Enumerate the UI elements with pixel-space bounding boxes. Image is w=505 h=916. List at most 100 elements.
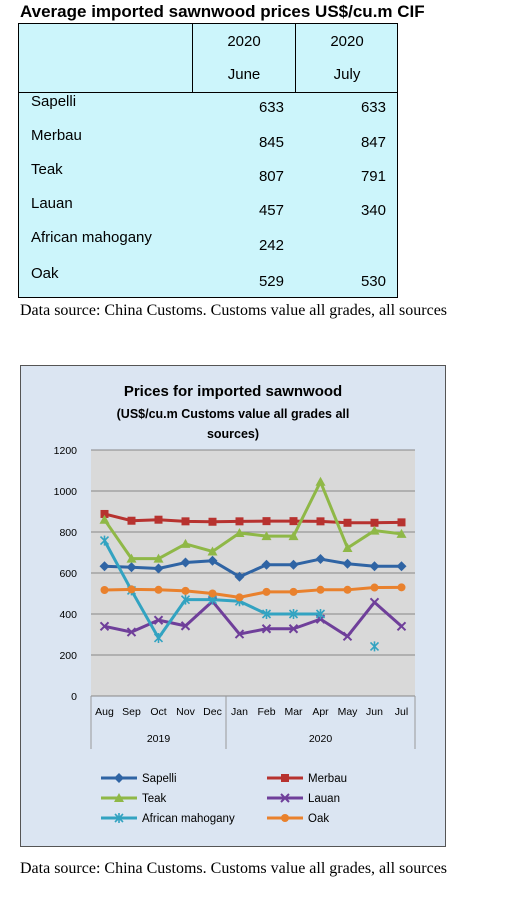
data-point-african-mahogany (99, 535, 110, 546)
data-point-lauan (342, 631, 353, 642)
data-point-sapelli (99, 561, 110, 572)
legend-label-teak: Teak (142, 793, 167, 805)
line-chart: Prices for imported sawnwood (US$/cu.m C… (54, 383, 416, 825)
data-point-merbau (316, 517, 325, 526)
data-point-sapelli (207, 555, 218, 566)
plot-layer: 0 200 400 600 800 1000 1200 Aug Sep Oct Nov Dec Jan F… (54, 445, 416, 825)
y-tick-label: 0 (71, 691, 77, 703)
price-table: 2020 June 2020 July Sapelli 633 633 Merb… (18, 23, 398, 298)
data-point-lauan (126, 627, 137, 637)
data-point-oak (370, 583, 379, 592)
row-name-sapelli: Sapelli (31, 93, 77, 110)
x-tick-label: Aug (95, 706, 114, 718)
row-june-sapelli: 633 (258, 99, 284, 116)
data-point-lauan (234, 629, 245, 639)
data-point-sapelli (396, 561, 407, 572)
x-tick-label: Oct (150, 706, 166, 718)
year-group-label: 2020 (309, 733, 333, 745)
chart-subtitle-line1: (US$/cu.m Customs value all grades all (117, 407, 350, 421)
data-point-merbau (262, 517, 271, 526)
y-tick-label: 400 (59, 609, 77, 621)
y-tick-label: 1000 (54, 486, 78, 498)
data-point-african-mahogany (315, 609, 326, 619)
row-july-merbau: 847 (360, 134, 386, 151)
data-point-lauan (288, 624, 299, 634)
data-point-oak (181, 586, 190, 595)
data-point-merbau (100, 509, 109, 518)
series-line-lauan (104, 599, 403, 638)
row-name-merbau: Merbau (31, 127, 82, 144)
data-point-lauan (369, 597, 380, 608)
table-title: Average imported sawnwood prices US$/cu.… (20, 2, 425, 21)
row-name-african-mahogany: African mahogany (31, 229, 152, 246)
row-name-teak: Teak (31, 161, 63, 178)
data-point-sapelli (261, 559, 272, 570)
data-point-oak (235, 593, 244, 602)
x-tick-label: Jul (395, 706, 408, 718)
series-line-teak (103, 480, 402, 561)
x-tick-label: Jan (231, 706, 248, 718)
chart-subtitle-line2: sources) (207, 427, 259, 441)
data-point-sapelli (126, 562, 137, 573)
legend-label-sapelli: Sapelli (142, 773, 177, 785)
x-tick-label: Mar (284, 706, 303, 718)
data-point-sapelli (234, 571, 245, 582)
data-point-african-mahogany (180, 594, 191, 605)
x-tick-label: Jun (366, 706, 383, 718)
legend-label-merbau: Merbau (308, 773, 347, 785)
row-june-oak: 529 (258, 273, 284, 290)
data-point-sapelli (369, 561, 380, 572)
chart-frame: Prices for imported sawnwood (US$/cu.m C… (20, 365, 446, 847)
june-month-header: June (227, 66, 261, 83)
x-tick-label: Feb (257, 706, 275, 718)
data-point-sapelli (288, 559, 299, 570)
row-june-african-mahogany: 242 (258, 237, 284, 254)
data-point-oak (397, 583, 406, 592)
table-header (19, 24, 397, 93)
data-point-sapelli (315, 554, 326, 565)
data-point-teak (126, 553, 137, 563)
data-point-teak (207, 546, 218, 556)
data-point-teak (180, 538, 191, 548)
data-point-oak (100, 586, 109, 595)
legend-marker-teak (114, 793, 124, 802)
series-line-oak (104, 585, 402, 599)
chart-source-note: Data source: China Customs. Customs valu… (20, 860, 448, 877)
data-point-merbau (208, 517, 217, 526)
data-point-oak (343, 585, 352, 594)
data-point-teak (234, 528, 245, 538)
data-point-merbau (127, 516, 136, 525)
year-group-label: 2019 (147, 733, 171, 745)
data-point-merbau (397, 518, 406, 527)
data-point-lauan (180, 621, 191, 631)
row-name-lauan: Lauan (31, 195, 73, 212)
data-point-lauan (99, 621, 110, 632)
row-july-sapelli: 633 (360, 99, 386, 116)
legend-marker-african-mahogany (114, 813, 124, 823)
july-month-header: July (333, 66, 361, 83)
header-divider (192, 24, 193, 92)
legend-marker-merbau (281, 774, 289, 782)
data-point-teak (288, 531, 299, 541)
table-source-note: Data source: China Customs. Customs valu… (20, 302, 448, 319)
data-point-oak (289, 587, 298, 596)
data-point-teak (369, 525, 380, 535)
row-july-lauan: 340 (360, 202, 386, 219)
data-point-teak (261, 531, 272, 541)
chart-title: Prices for imported sawnwood (124, 383, 342, 400)
row-name-oak: Oak (31, 265, 59, 282)
x-tick-label: May (338, 706, 359, 718)
row-july-oak: 530 (360, 273, 386, 290)
row-june-teak: 807 (258, 168, 284, 185)
data-point-african-mahogany (369, 641, 380, 652)
legend-label-lauan: Lauan (308, 793, 340, 805)
data-point-teak (99, 514, 110, 524)
series-line-merbau (104, 512, 402, 525)
y-tick-label: 600 (59, 568, 77, 580)
data-point-merbau (289, 517, 298, 526)
y-tick-label: 1200 (54, 445, 78, 457)
data-point-oak (208, 589, 217, 598)
x-tick-label: Apr (312, 706, 329, 718)
row-june-lauan: 457 (258, 202, 284, 219)
data-point-merbau (181, 517, 190, 526)
